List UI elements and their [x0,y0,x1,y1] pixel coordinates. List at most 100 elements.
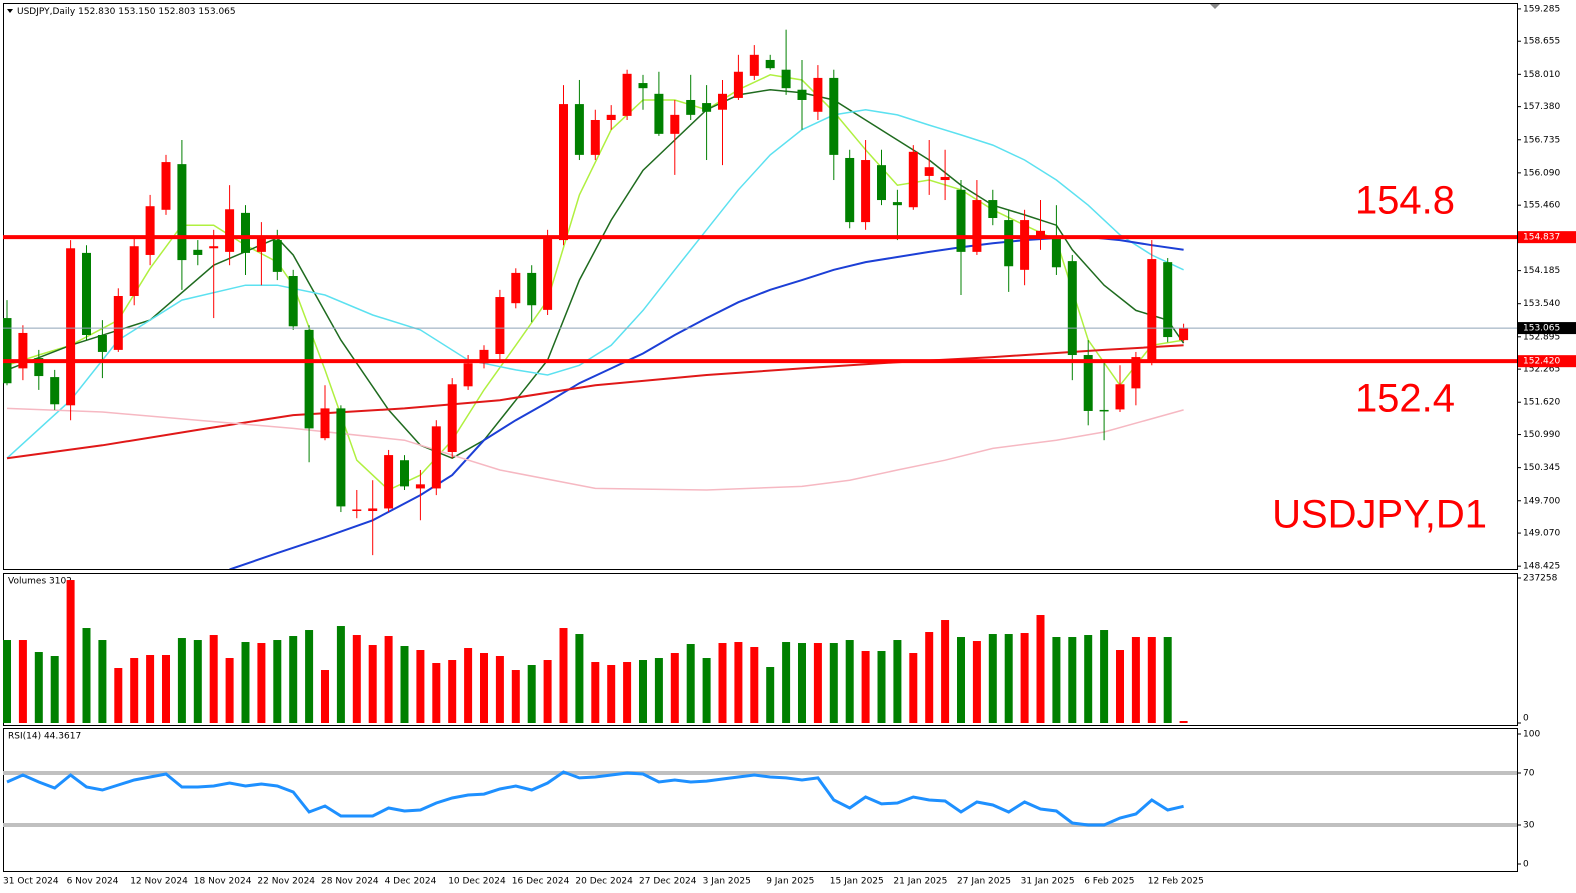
shift-marker [1210,4,1220,9]
rsi-tick-label: 0 [1523,860,1529,870]
volume-bar [1068,637,1077,723]
volume-tick-label: 237258 [1523,574,1558,584]
volume-bar [1100,630,1109,723]
candle-body [511,272,521,304]
candle-body [781,69,791,89]
volume-bar [289,636,298,723]
candle-body [972,200,982,252]
y-tick-label: 156.090 [1523,168,1560,178]
candle-body [50,377,60,405]
x-tick-label: 3 Jan 2025 [703,877,751,887]
volume-bar [448,660,457,723]
candle-body [892,202,902,206]
candle-body [988,200,998,219]
candle-body [161,162,171,210]
candle-body [622,73,632,116]
rsi-line [6,770,1184,827]
x-tick-label: 10 Dec 2024 [448,877,506,887]
y-tick-label: 153.540 [1523,299,1560,309]
candle-body [256,235,266,252]
candle-body [272,240,282,272]
volume-bar [146,655,155,723]
candle-body [368,508,378,512]
x-tick-label: 9 Jan 2025 [766,877,814,887]
candle-body [1115,384,1125,410]
volume-bar [941,620,950,723]
candle-body [209,246,219,249]
volume-bar [639,660,647,723]
candle-body [845,157,855,223]
candle-body [590,119,600,155]
volume-bar [654,658,663,723]
candle-body [320,408,330,439]
volume-bar [1116,650,1124,723]
moving-average [6,407,1184,491]
x-tick-label: 20 Dec 2024 [575,877,633,887]
volume-bar [766,667,775,723]
volume-bar [273,640,282,723]
candle-body [559,104,568,241]
moving-average [6,108,1184,459]
candle-body [1131,357,1141,389]
candle-body [877,165,886,201]
x-tick-label: 28 Nov 2024 [321,877,379,887]
candle-body [1036,230,1045,236]
volume-bar [607,665,616,723]
x-tick-label: 31 Jan 2025 [1021,877,1075,887]
candle-body [241,212,250,253]
volume-bar [972,641,981,723]
candle-body [861,160,871,223]
volume-bar [82,628,91,723]
candle-body [66,248,76,406]
rsi-tick-label: 30 [1523,821,1535,831]
volume-bar [718,643,727,723]
level-price-label: 152.420 [1523,357,1560,367]
candle-body [829,77,839,155]
candle-body [654,93,664,134]
volume-bar [813,643,822,723]
candle-body [1051,236,1061,268]
volume-bar [384,636,393,723]
candle-body [1147,259,1157,363]
candle-body [129,246,139,297]
volume-title: Volumes 3102 [8,577,72,587]
x-tick-label: 6 Nov 2024 [67,877,119,887]
candle-body [495,297,505,354]
volume-bar [130,658,139,723]
candle-body [82,252,91,336]
volume-bar [527,665,536,723]
volume-bar [575,634,584,723]
menu-arrow[interactable] [7,9,13,13]
y-tick-label: 150.990 [1523,430,1560,440]
candle-body [479,349,489,364]
volume-bar [177,638,186,723]
volume-bar [623,662,632,723]
volume-bar [1131,637,1140,723]
volume-bar [50,656,59,723]
high-value: 153.150 [118,7,155,17]
candle-body [18,332,28,369]
y-tick-label: 157.380 [1523,102,1560,112]
volume-bar [1147,637,1156,723]
volume-bar [957,637,965,723]
volume-bar [670,653,679,723]
volume-bar [400,646,409,723]
y-tick-label: 149.070 [1523,529,1560,539]
volume-bar [1163,637,1172,723]
volume-bar [686,644,695,723]
volume-bar [336,626,345,723]
y-tick-label: 159.285 [1523,4,1560,14]
y-tick-label: 152.895 [1523,332,1560,342]
candle-body [415,484,425,489]
candle-body [1179,328,1189,341]
volume-bar [845,640,854,723]
candle-body [34,358,44,377]
candle-body [177,164,187,261]
candle-body [638,83,648,89]
candle-body [145,206,155,255]
level-annotation: 154.8 [1355,179,1455,223]
watermark: USDJPY,D1 [1272,493,1487,537]
candle-body [1163,262,1173,338]
current-price-label: 153.065 [1523,324,1560,334]
candle-body [1099,409,1109,412]
